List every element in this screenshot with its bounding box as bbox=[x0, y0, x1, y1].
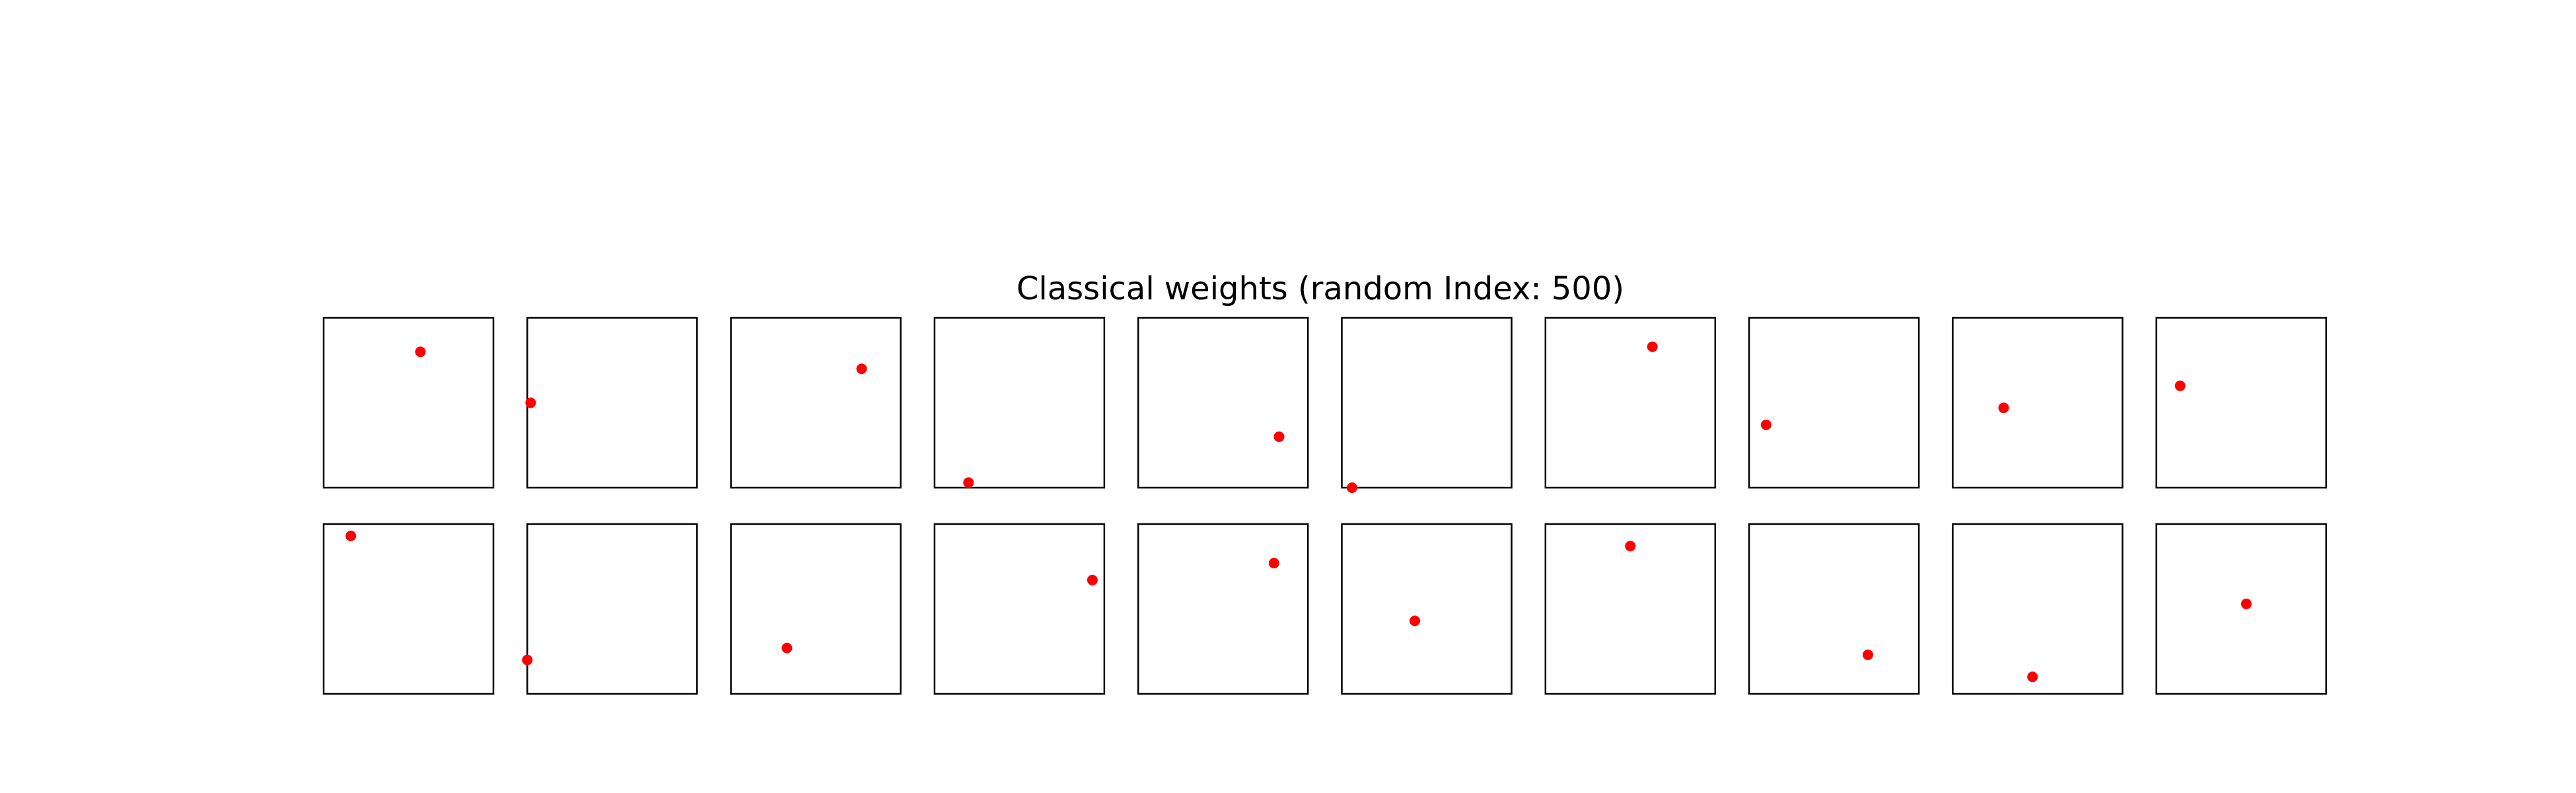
data-point-9 bbox=[1999, 402, 2009, 413]
data-point-5 bbox=[1274, 432, 1285, 442]
data-point-14 bbox=[1087, 575, 1098, 585]
data-point-2 bbox=[525, 398, 536, 408]
data-point-15 bbox=[1269, 558, 1279, 568]
data-point-1 bbox=[415, 346, 426, 357]
data-point-19 bbox=[2027, 671, 2038, 682]
data-point-7 bbox=[1647, 342, 1658, 352]
data-point-10 bbox=[2175, 381, 2186, 391]
data-point-4 bbox=[963, 477, 974, 488]
data-point-6 bbox=[1347, 482, 1357, 493]
data-point-11 bbox=[345, 531, 356, 541]
data-point-16 bbox=[1410, 616, 1420, 626]
data-point-18 bbox=[1863, 650, 1873, 660]
data-point-3 bbox=[857, 363, 867, 374]
data-point-13 bbox=[781, 643, 792, 654]
data-point-20 bbox=[2241, 599, 2252, 609]
data-point-12 bbox=[522, 655, 532, 665]
data-point-8 bbox=[1761, 420, 1771, 430]
chart-title: Classical weights (random Index: 500) bbox=[1017, 270, 1624, 307]
data-point-17 bbox=[1625, 541, 1635, 551]
